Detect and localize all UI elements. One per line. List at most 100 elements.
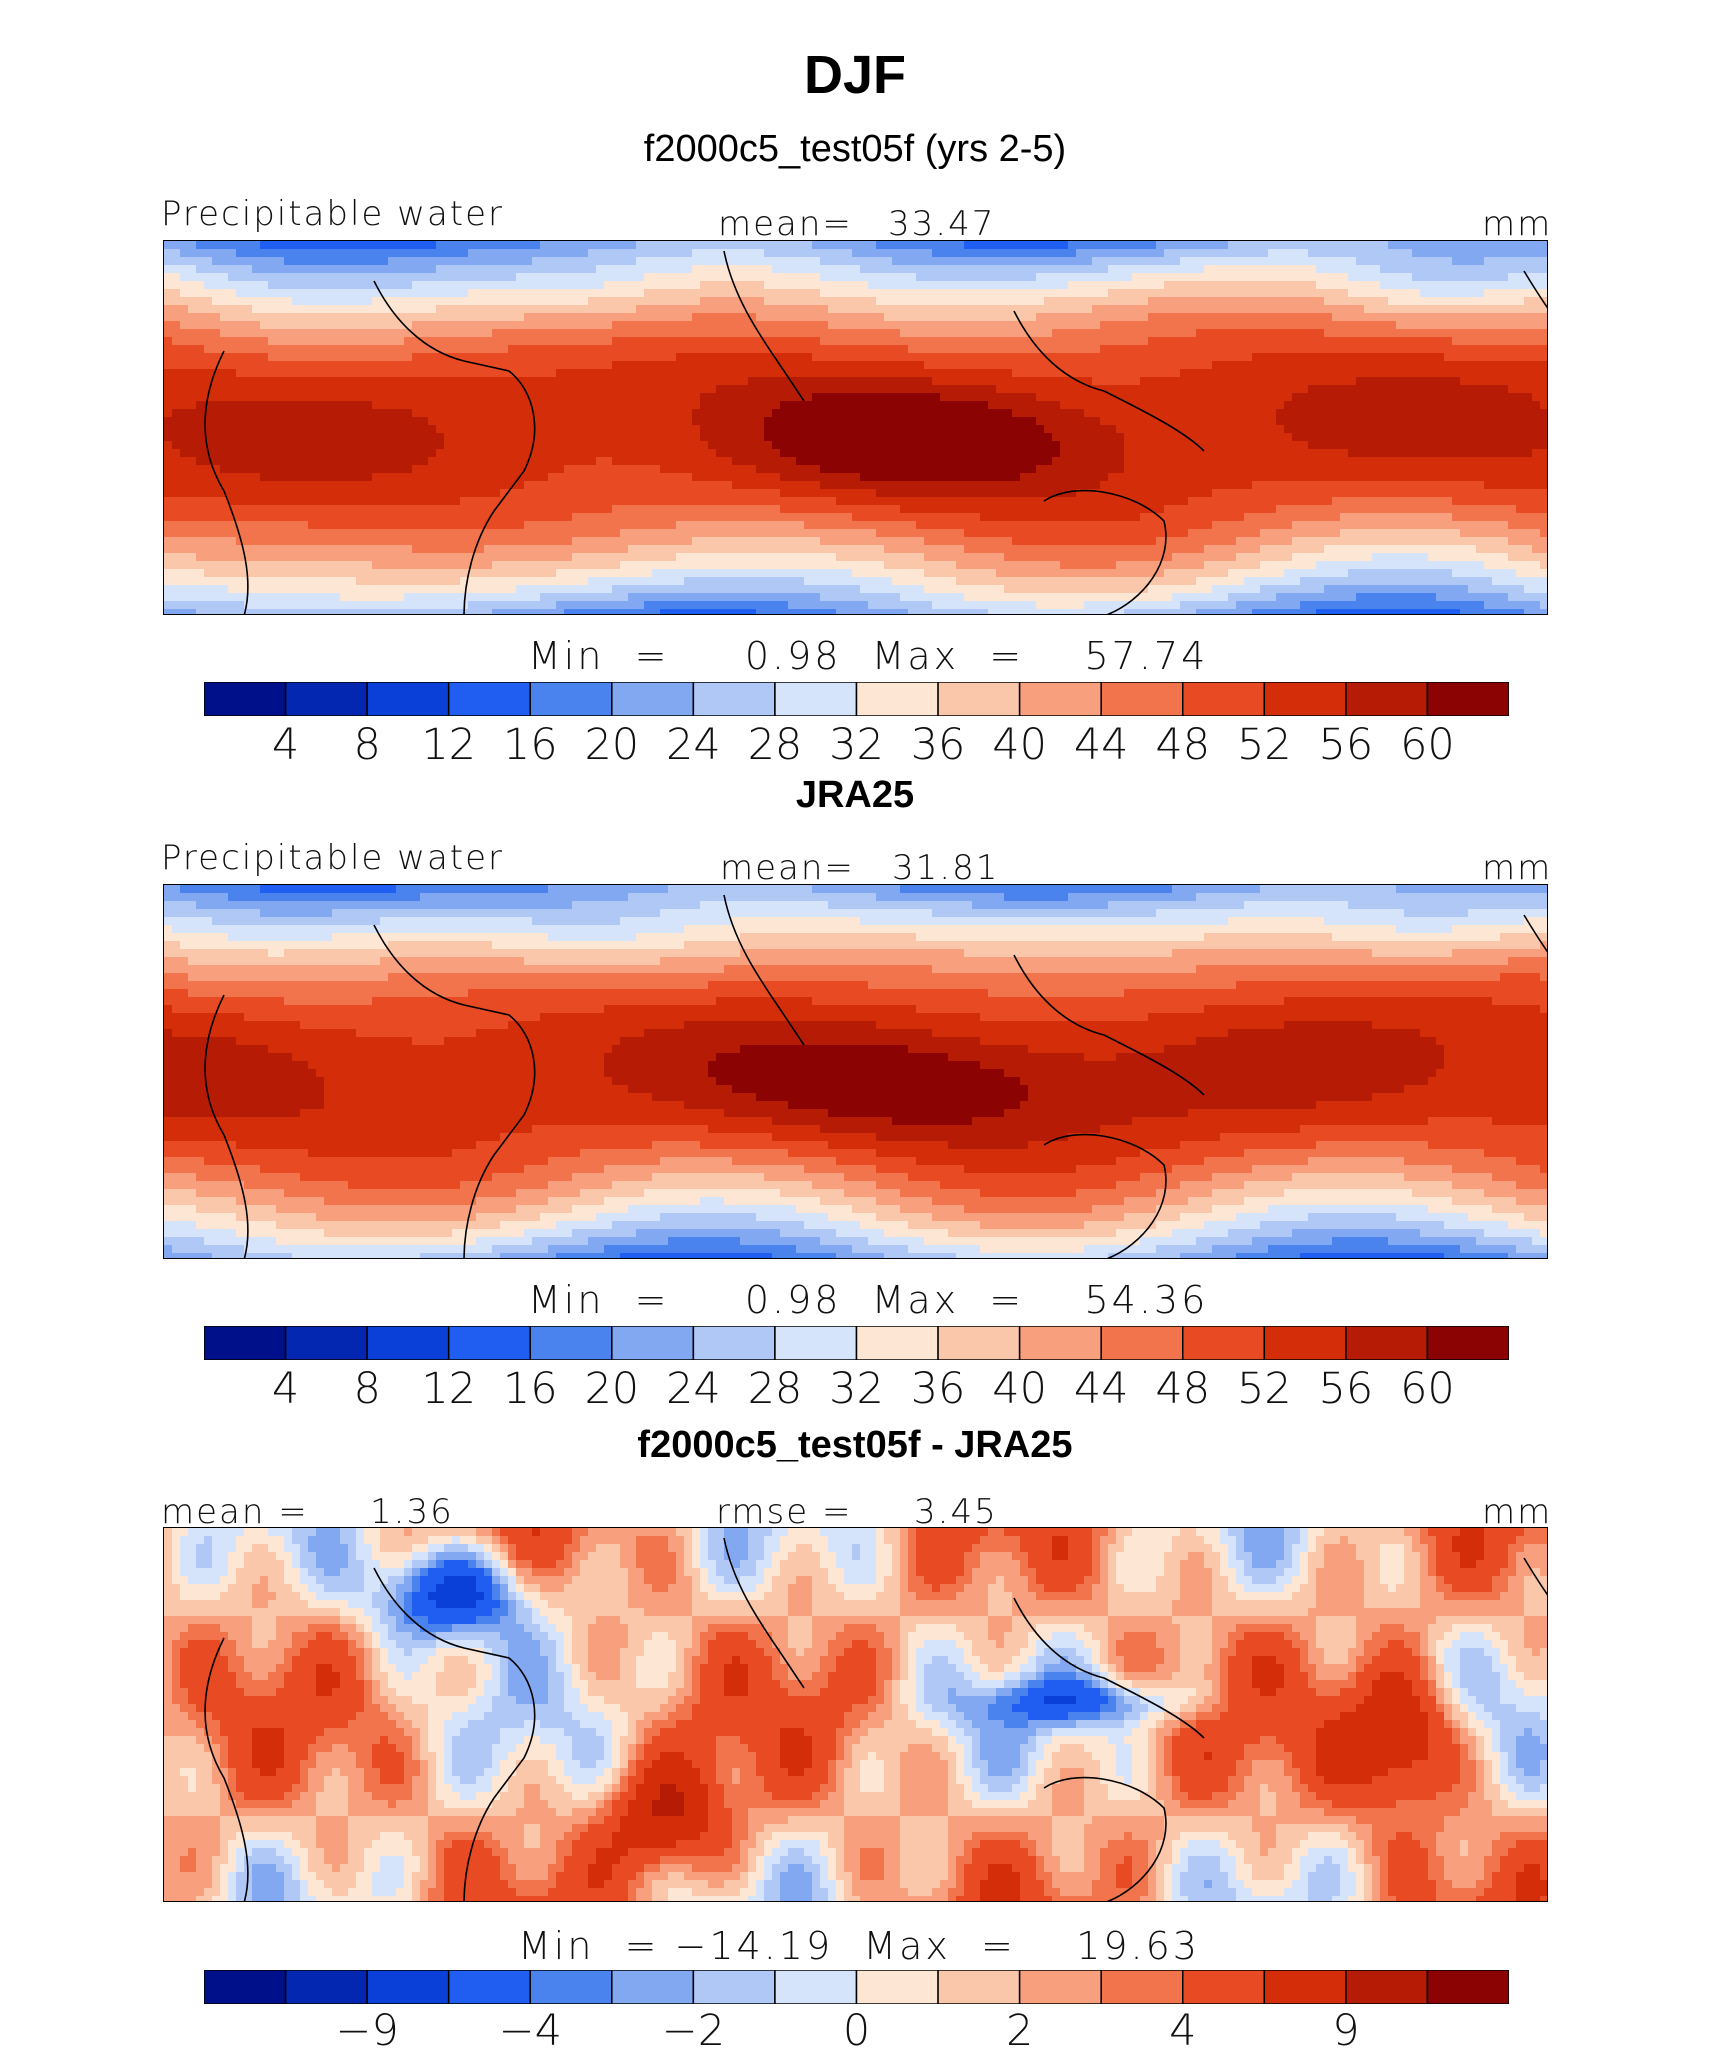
colorbar-box	[937, 682, 1021, 716]
panel-2-mean-label: mean=	[720, 848, 855, 888]
colorbar-box	[1100, 682, 1184, 716]
colorbar-tick-label: 0	[842, 2006, 871, 2056]
colorbar-box	[855, 682, 939, 716]
colorbar-box	[1018, 1326, 1102, 1360]
colorbar-box	[1345, 1326, 1429, 1360]
colorbar-tick-label: 8	[353, 720, 381, 770]
colorbar-box	[1018, 1970, 1102, 2004]
panel-2-field	[164, 885, 1547, 1258]
colorbar-tick-label: 20	[584, 1364, 640, 1414]
colorbar-box	[1100, 1326, 1184, 1360]
colorbar-box	[937, 1326, 1021, 1360]
panel-3-map	[163, 1527, 1548, 1902]
panel-1-variable-label: Precipitable water	[161, 194, 505, 234]
colorbar-box	[1263, 1326, 1347, 1360]
panel-1-colorbar	[204, 682, 1509, 716]
panel-2-units: mm	[1482, 848, 1553, 888]
colorbar-tick-label: 60	[1400, 1364, 1455, 1414]
colorbar-tick-label: 48	[1155, 720, 1211, 770]
colorbar-box	[284, 1970, 368, 2004]
panel-2-minmax: Min = 0.98 Max = 54.36	[528, 1278, 1209, 1322]
panel-1-minmax: Min = 0.98 Max = 57.74	[528, 634, 1209, 678]
colorbar-box	[284, 682, 368, 716]
colorbar-tick-label: 48	[1155, 1364, 1211, 1414]
panel-3-title: f2000c5_test05f - JRA25	[637, 1424, 1073, 1466]
colorbar-tick-label: 2	[1005, 2006, 1034, 2056]
colorbar-tick-label: −2	[661, 2006, 726, 2056]
panel-3-colorbar-ticks: −9 −4 −2 0 2 4 9	[204, 2006, 1509, 2056]
colorbar-box	[284, 1326, 368, 1360]
colorbar-tick-label: 44	[1073, 1364, 1129, 1414]
panel-1-mean-value: 33.47	[888, 204, 996, 244]
colorbar-tick-label: 56	[1318, 1364, 1374, 1414]
panel-3-mean-label: mean =	[161, 1492, 309, 1532]
colorbar-tick-label: 20	[584, 720, 640, 770]
colorbar-box	[1018, 682, 1102, 716]
colorbar-box	[1100, 1970, 1184, 2004]
colorbar-box	[774, 1970, 858, 2004]
colorbar-tick-label: 52	[1236, 1364, 1292, 1414]
colorbar-box	[529, 1970, 613, 2004]
colorbar-box	[529, 682, 613, 716]
colorbar-tick-label: 40	[992, 1364, 1047, 1414]
colorbar-tick-label: 52	[1236, 720, 1292, 770]
colorbar-tick-label: 56	[1318, 720, 1374, 770]
colorbar-tick-label: 36	[910, 720, 966, 770]
colorbar-tick-label: 28	[747, 720, 803, 770]
colorbar-box	[1182, 1326, 1266, 1360]
colorbar-tick-label: 24	[666, 1364, 721, 1414]
colorbar-tick-label: 9	[1332, 2006, 1360, 2056]
colorbar-box	[1426, 682, 1509, 716]
colorbar-box	[447, 1970, 531, 2004]
colorbar-tick-label: 36	[910, 1364, 966, 1414]
colorbar-tick-label: 40	[992, 720, 1047, 770]
colorbar-box	[1345, 1970, 1429, 2004]
panel-1-map	[163, 240, 1548, 615]
colorbar-tick-label: 8	[353, 1364, 381, 1414]
colorbar-tick-label: −4	[498, 2006, 562, 2056]
colorbar-tick-label: 44	[1073, 720, 1129, 770]
colorbar-box	[1263, 1970, 1347, 2004]
panel-3-rmse-value: 3.45	[914, 1492, 998, 1532]
panel-3-colorbar	[204, 1970, 1509, 2004]
panel-2-title: JRA25	[795, 774, 915, 816]
colorbar-box	[366, 1970, 450, 2004]
panel-1-colorbar-ticks: 4 8 12 16 20 24 28 32 36 40 44 48 52 56 60	[204, 720, 1509, 770]
panel-2-colorbar-ticks: 4 8 12 16 20 24 28 32 36 40 44 48 52 56 60	[204, 1364, 1509, 1414]
colorbar-box	[855, 1326, 939, 1360]
panel-2-mean-value: 31.81	[892, 848, 1000, 888]
panel-1-units: mm	[1482, 204, 1553, 244]
colorbar-box	[1426, 1326, 1509, 1360]
colorbar-box	[692, 1970, 776, 2004]
colorbar-tick-label: 4	[1169, 2006, 1197, 2056]
panel-3-field	[164, 1528, 1547, 1901]
colorbar-box	[611, 1970, 695, 2004]
colorbar-box	[855, 1970, 939, 2004]
colorbar-tick-label: 12	[421, 1364, 477, 1414]
colorbar-tick-label: −9	[335, 2006, 399, 2056]
colorbar-box	[204, 1970, 287, 2004]
colorbar-tick-label: 4	[271, 1364, 300, 1414]
panel-1-title: f2000c5_test05f (yrs 2-5)	[643, 128, 1067, 170]
colorbar-box	[366, 1326, 450, 1360]
colorbar-box	[1182, 1970, 1266, 2004]
panel-1-field	[164, 241, 1547, 614]
colorbar-box	[1182, 682, 1266, 716]
colorbar-box	[611, 1326, 695, 1360]
colorbar-box	[529, 1326, 613, 1360]
figure-title: DJF	[803, 45, 906, 105]
colorbar-box	[1426, 1970, 1509, 2004]
panel-3-units: mm	[1482, 1492, 1553, 1532]
panel-2-map	[163, 884, 1548, 1259]
colorbar-tick-label: 4	[271, 720, 300, 770]
colorbar-tick-label: 12	[421, 720, 477, 770]
colorbar-box	[774, 682, 858, 716]
colorbar-box	[366, 682, 450, 716]
colorbar-tick-label: 16	[502, 720, 558, 770]
colorbar-tick-label: 28	[747, 1364, 803, 1414]
colorbar-box	[204, 1326, 287, 1360]
panel-2-colorbar	[204, 1326, 1509, 1360]
colorbar-box	[1263, 682, 1347, 716]
panel-3-minmax: Min = −14.19 Max = 19.63	[518, 1924, 1200, 1968]
panel-3-rmse-label: rmse =	[716, 1492, 853, 1532]
